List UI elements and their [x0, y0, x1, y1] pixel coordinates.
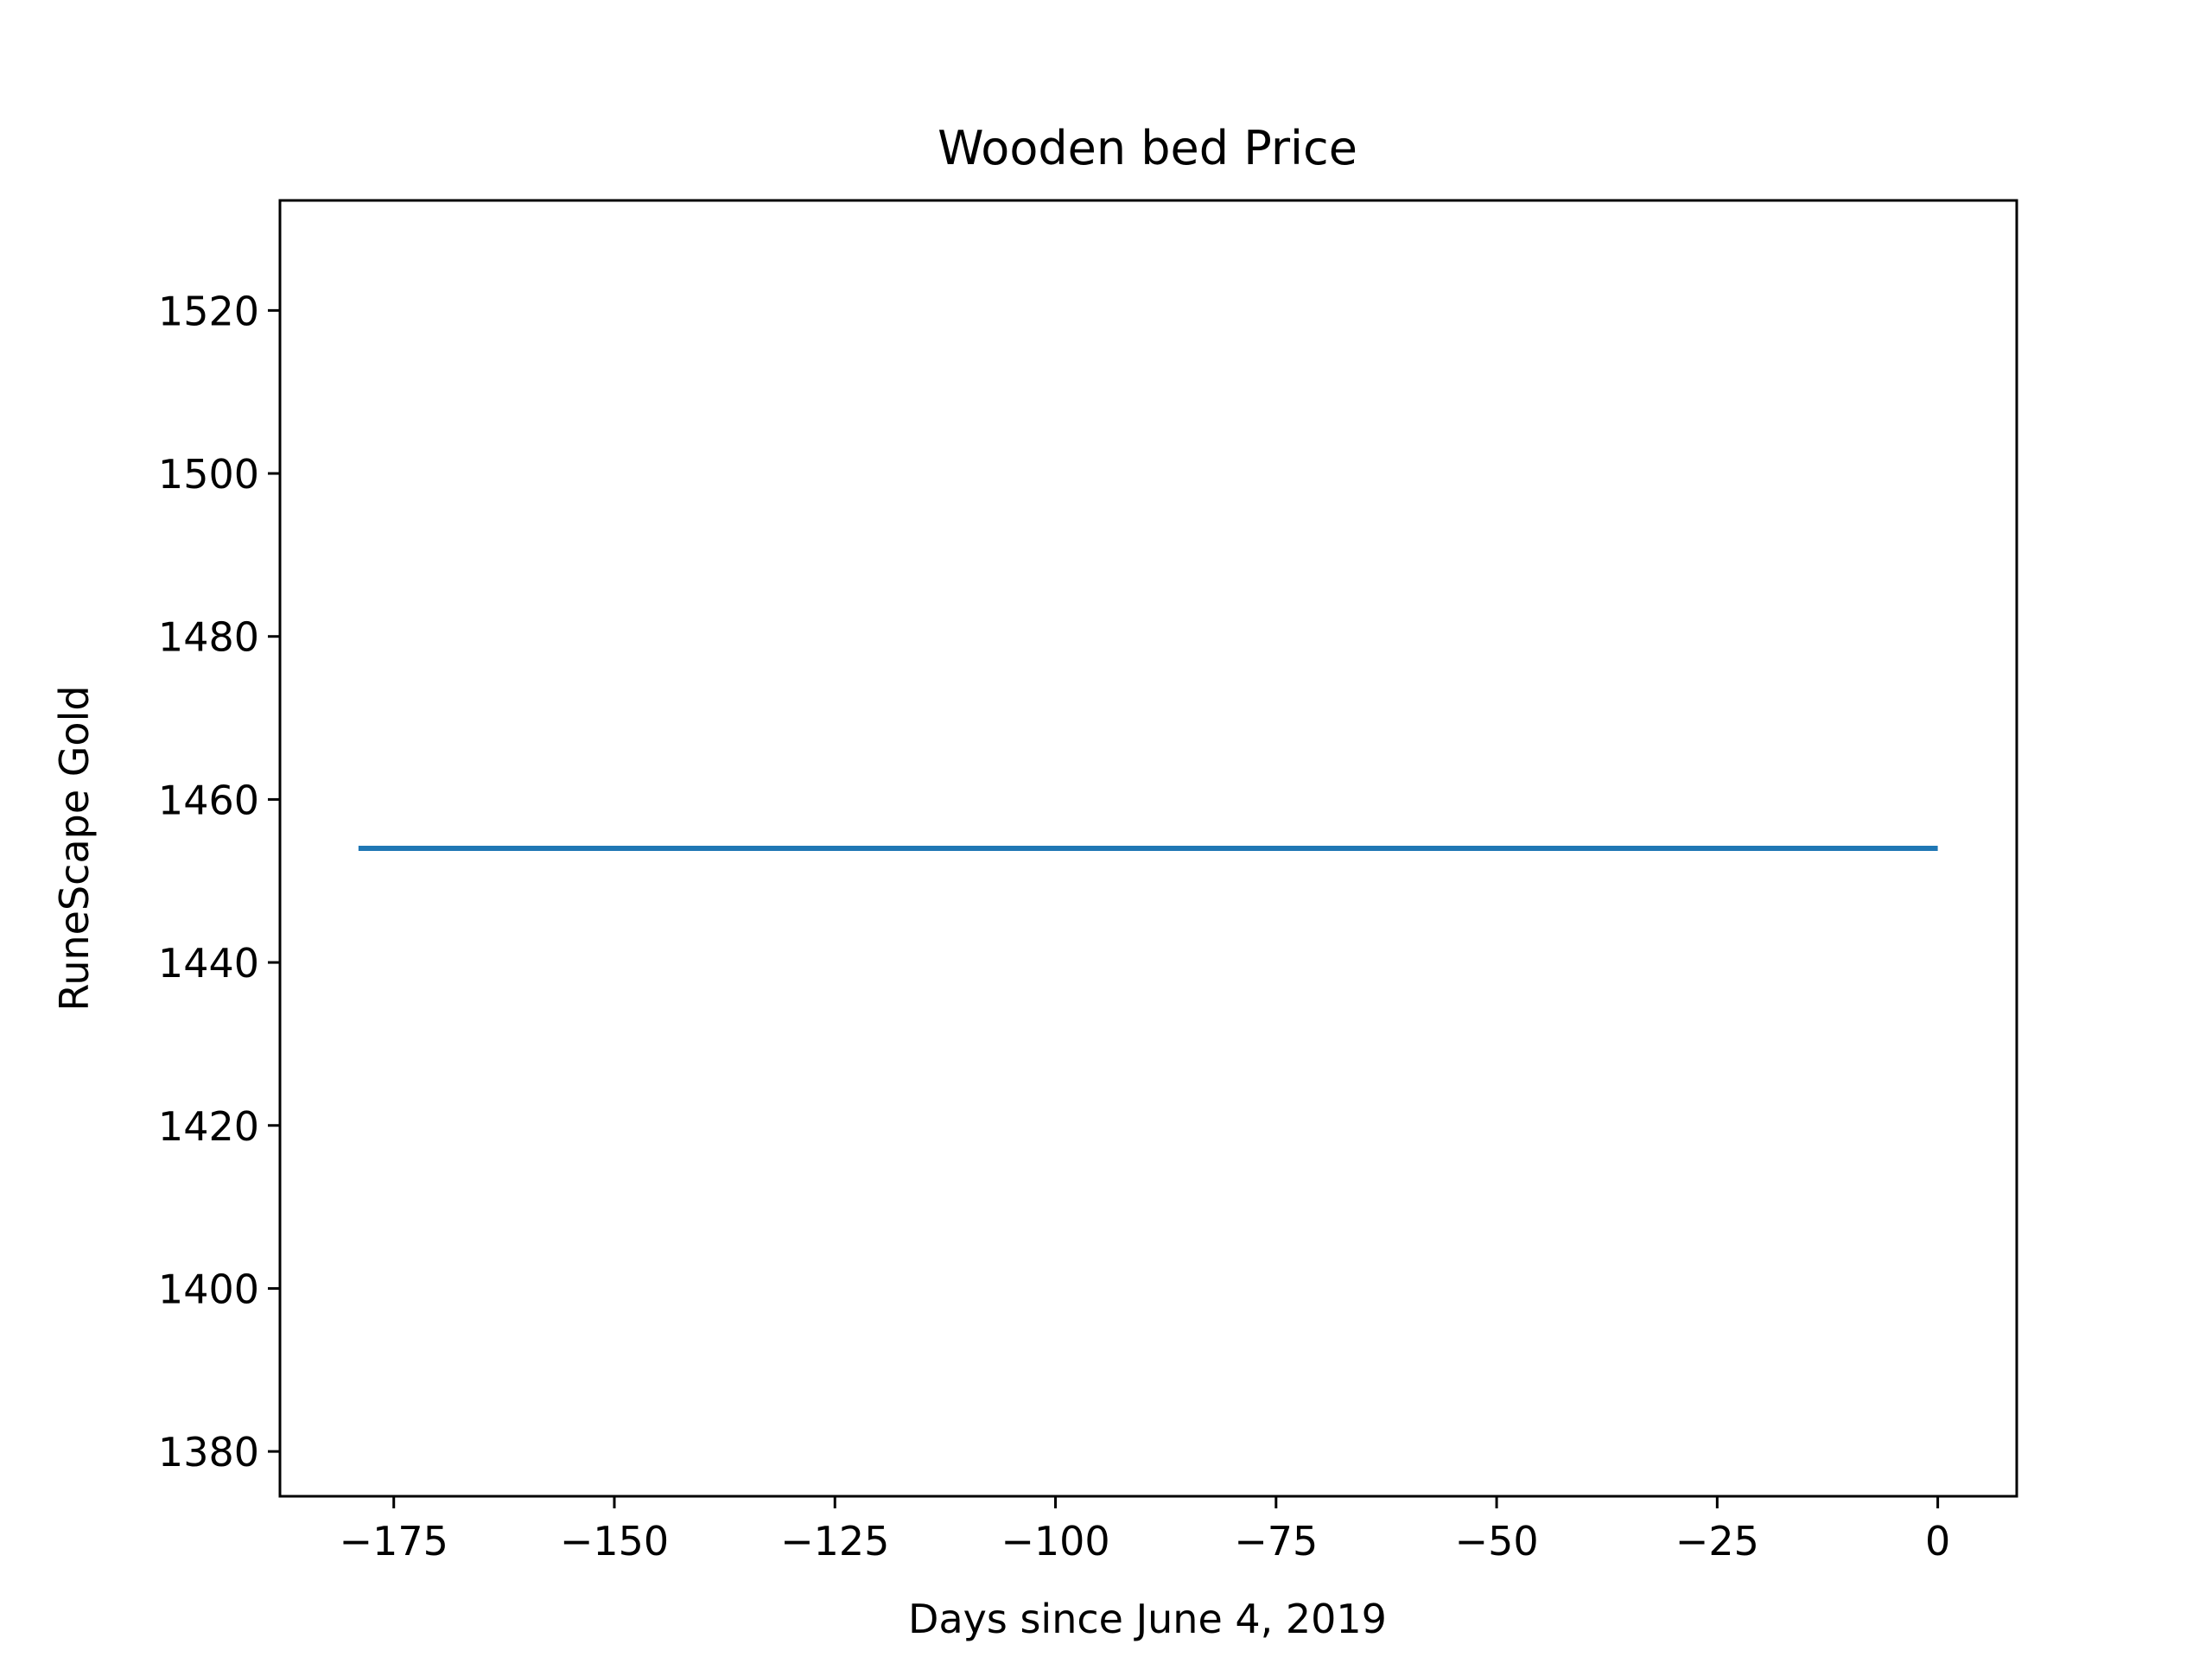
x-tick-label: −25: [1675, 1518, 1759, 1565]
x-tick-label: −100: [1001, 1518, 1109, 1565]
y-tick-label: 1480: [158, 614, 259, 661]
y-tick-label: 1520: [158, 288, 259, 334]
y-tick-label: 1500: [158, 451, 259, 498]
plot-frame: [278, 199, 2018, 1498]
x-axis-label: Days since June 4, 2019: [908, 1596, 1387, 1642]
y-axis: 1380 1400 1420 1440 1460 1480 1500 1520: [158, 288, 280, 1476]
y-tick-label: 1460: [158, 777, 259, 823]
x-tick-label: −150: [560, 1518, 669, 1565]
y-tick-label: 1380: [158, 1429, 259, 1476]
y-tick-label: 1440: [158, 940, 259, 987]
x-axis: −175 −150 −125 −100 −75 −50 −25 0: [340, 1496, 1950, 1565]
x-tick-label: 0: [1925, 1518, 1950, 1565]
x-tick-label: −175: [340, 1518, 448, 1565]
x-tick-label: −50: [1455, 1518, 1539, 1565]
y-axis-label: RuneScape Gold: [51, 685, 98, 1011]
x-tick-label: −125: [780, 1518, 889, 1565]
y-tick-label: 1420: [158, 1103, 259, 1150]
y-tick-label: 1400: [158, 1266, 259, 1312]
chart-title: Wooden bed Price: [938, 121, 1357, 175]
x-tick-label: −75: [1234, 1518, 1318, 1565]
